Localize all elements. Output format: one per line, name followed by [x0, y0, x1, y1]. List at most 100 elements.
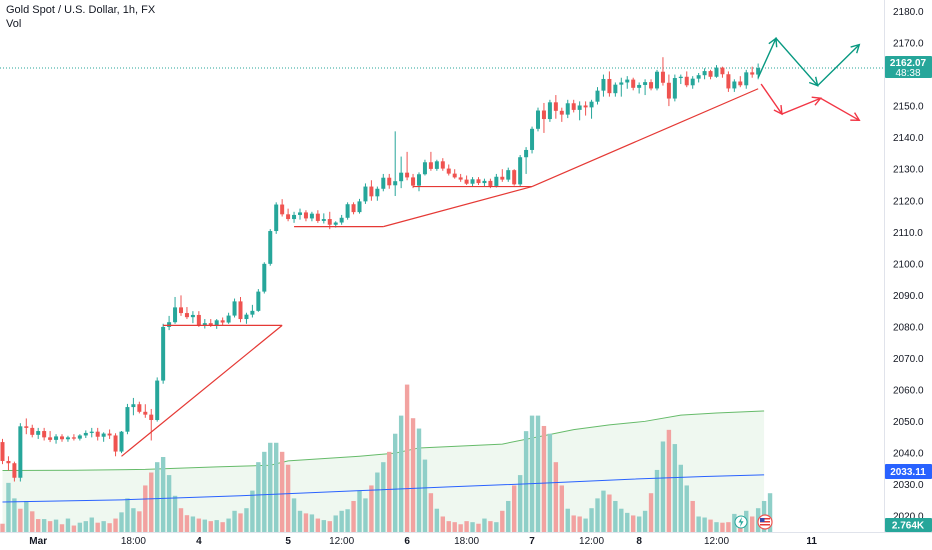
- candle[interactable]: [321, 213, 326, 224]
- candle[interactable]: [298, 208, 302, 220]
- candle[interactable]: [250, 304, 255, 318]
- candle[interactable]: [95, 427, 100, 441]
- candle[interactable]: [571, 99, 576, 113]
- candle[interactable]: [119, 431, 124, 454]
- candle[interactable]: [512, 169, 517, 186]
- candle[interactable]: [54, 434, 59, 444]
- candle[interactable]: [631, 77, 636, 91]
- candle[interactable]: [89, 427, 94, 438]
- candle[interactable]: [714, 65, 719, 78]
- candle[interactable]: [18, 423, 23, 482]
- candle[interactable]: [518, 155, 523, 187]
- us-flag-icon[interactable]: [757, 514, 773, 530]
- candle[interactable]: [524, 147, 529, 174]
- candle[interactable]: [387, 173, 392, 189]
- candle[interactable]: [48, 431, 53, 443]
- forecast-arrow-down[interactable]: [760, 83, 860, 121]
- candle[interactable]: [678, 74, 683, 85]
- candle[interactable]: [244, 312, 249, 324]
- candle[interactable]: [750, 66, 755, 78]
- candle[interactable]: [280, 199, 285, 217]
- candle[interactable]: [595, 87, 600, 105]
- candle[interactable]: [369, 180, 374, 201]
- candle[interactable]: [702, 68, 707, 80]
- candle[interactable]: [637, 82, 642, 94]
- candle[interactable]: [107, 429, 112, 439]
- candles-layer[interactable]: [0, 57, 761, 482]
- forecast-arrow-up[interactable]: [757, 37, 860, 87]
- candle[interactable]: [411, 173, 416, 189]
- candle[interactable]: [30, 424, 35, 438]
- candle[interactable]: [452, 169, 457, 179]
- candle[interactable]: [42, 427, 47, 441]
- candle[interactable]: [303, 210, 308, 222]
- candle[interactable]: [315, 210, 320, 223]
- candle[interactable]: [256, 289, 261, 312]
- candle[interactable]: [446, 164, 451, 176]
- candle[interactable]: [60, 434, 64, 442]
- candle[interactable]: [458, 173, 463, 182]
- candle[interactable]: [393, 131, 398, 197]
- symbol-title[interactable]: Gold Spot / U.S. Dollar, 1h, FX: [6, 4, 156, 16]
- trendline[interactable]: [121, 324, 283, 457]
- candle[interactable]: [643, 79, 648, 96]
- candle[interactable]: [613, 82, 618, 97]
- candle[interactable]: [202, 319, 207, 329]
- candle[interactable]: [417, 172, 421, 192]
- candle[interactable]: [167, 315, 172, 331]
- candle[interactable]: [309, 211, 314, 222]
- candle[interactable]: [500, 169, 505, 182]
- candle[interactable]: [672, 74, 677, 102]
- candle[interactable]: [536, 107, 540, 132]
- candle[interactable]: [226, 312, 231, 324]
- candle[interactable]: [696, 72, 701, 83]
- candle[interactable]: [131, 397, 136, 416]
- candle[interactable]: [738, 76, 743, 88]
- candle[interactable]: [155, 377, 160, 422]
- candle[interactable]: [381, 173, 386, 192]
- candle[interactable]: [179, 295, 183, 316]
- candle[interactable]: [149, 408, 154, 441]
- candle[interactable]: [375, 186, 380, 201]
- candle[interactable]: [428, 151, 433, 171]
- candle[interactable]: [268, 229, 273, 266]
- candle[interactable]: [351, 202, 356, 215]
- candle[interactable]: [292, 211, 297, 223]
- candle[interactable]: [77, 434, 82, 441]
- candle[interactable]: [196, 311, 201, 327]
- candle[interactable]: [619, 77, 624, 97]
- candle[interactable]: [589, 99, 594, 119]
- candle[interactable]: [161, 323, 166, 384]
- candle[interactable]: [0, 438, 5, 465]
- forecast-arrow-down-head[interactable]: [850, 112, 861, 122]
- candle[interactable]: [690, 76, 695, 89]
- candle[interactable]: [625, 76, 630, 89]
- candle[interactable]: [238, 296, 243, 323]
- candle[interactable]: [24, 418, 29, 435]
- candle[interactable]: [405, 151, 410, 181]
- forecast-arrow-up-head[interactable]: [850, 43, 861, 54]
- candle[interactable]: [577, 101, 582, 121]
- candle[interactable]: [601, 74, 606, 97]
- candle[interactable]: [190, 311, 195, 324]
- candle[interactable]: [357, 198, 362, 214]
- forecast-arrow-up-head[interactable]: [768, 36, 778, 48]
- candle[interactable]: [363, 183, 368, 204]
- trendline[interactable]: [531, 88, 759, 188]
- candle[interactable]: [726, 71, 731, 92]
- candle[interactable]: [684, 71, 689, 88]
- lightning-icon[interactable]: [734, 515, 748, 529]
- candle[interactable]: [541, 102, 546, 133]
- candle[interactable]: [494, 173, 499, 188]
- candle[interactable]: [470, 177, 475, 187]
- candle[interactable]: [232, 298, 237, 318]
- candle[interactable]: [440, 158, 445, 171]
- trendlines-layer[interactable]: [121, 88, 759, 457]
- candle[interactable]: [214, 319, 219, 329]
- candle[interactable]: [744, 69, 749, 89]
- candle[interactable]: [506, 167, 511, 182]
- candle[interactable]: [434, 159, 439, 171]
- candle[interactable]: [547, 99, 552, 122]
- candle[interactable]: [184, 307, 189, 320]
